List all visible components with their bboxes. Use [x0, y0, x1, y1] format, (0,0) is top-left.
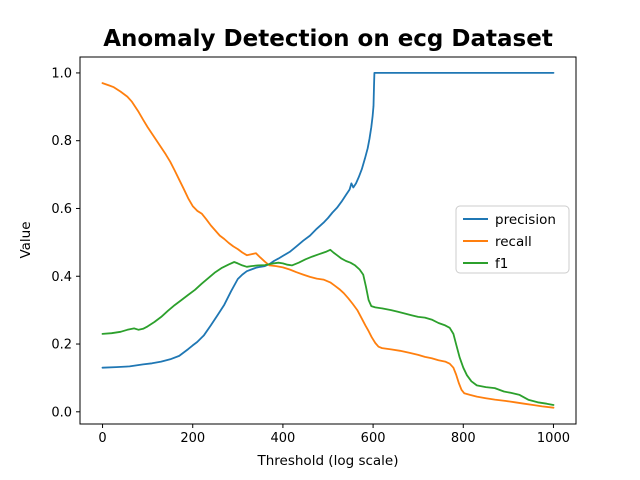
x-tick-label: 0	[98, 431, 106, 446]
legend-label-precision: precision	[495, 212, 556, 228]
y-axis-label: Value	[18, 221, 34, 258]
axis-ticks: 0 200 400 600 800 1000 0.0 0.2 0.4 0.6 0.8 1.0	[51, 66, 570, 446]
x-axis-label: Threshold (log scale)	[256, 453, 398, 469]
legend-label-f1: f1	[495, 256, 508, 272]
legend: precision recall f1	[455, 205, 570, 274]
chart-title: Anomaly Detection on ecg Dataset	[103, 26, 553, 52]
legend-label-recall: recall	[495, 234, 532, 250]
x-tick-label: 1000	[537, 431, 570, 446]
y-tick-label: 0.6	[51, 202, 72, 217]
legend-items: precision recall f1	[463, 212, 556, 272]
x-tick-label: 400	[270, 431, 295, 446]
x-tick-label: 200	[180, 431, 205, 446]
y-tick-label: 0.2	[51, 338, 72, 353]
data-series	[101, 72, 555, 409]
recall-line	[101, 82, 555, 409]
y-tick-label: 0.0	[51, 405, 72, 420]
y-tick-label: 1.0	[51, 66, 72, 81]
x-tick-label: 800	[451, 431, 476, 446]
plot-area	[79, 56, 577, 425]
y-tick-label: 0.8	[51, 134, 72, 149]
legend-box	[455, 205, 570, 274]
y-tick-label: 0.4	[51, 270, 72, 285]
precision-line	[101, 72, 555, 369]
f1-line	[101, 248, 555, 406]
x-tick-label: 600	[361, 431, 386, 446]
